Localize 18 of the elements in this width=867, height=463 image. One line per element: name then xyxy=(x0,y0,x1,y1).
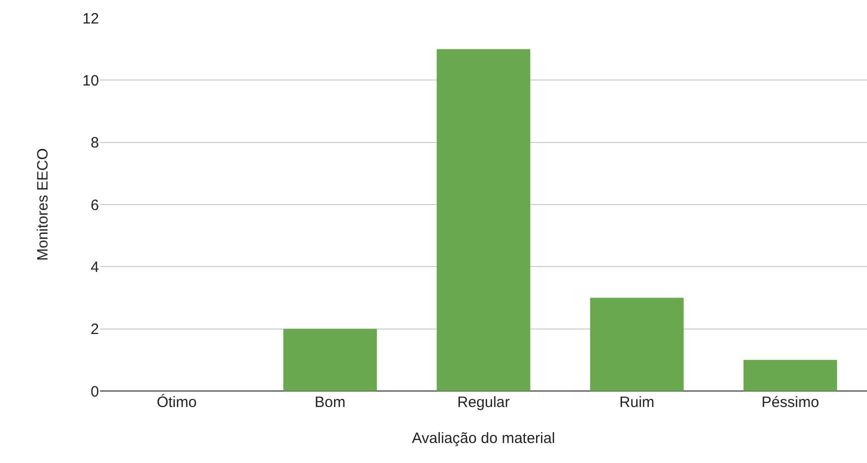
y-axis-title: Monitores EECO xyxy=(34,148,52,261)
x-axis-title: Avaliação do material xyxy=(412,430,556,447)
x-tick-label: Ótimo xyxy=(156,393,197,411)
bar xyxy=(436,49,530,391)
y-tick-label: 2 xyxy=(90,321,99,338)
y-tick-label: 0 xyxy=(90,383,99,400)
y-tick-label: 8 xyxy=(90,134,99,152)
y-tick-label: 12 xyxy=(82,10,99,28)
x-tick-label: Bom xyxy=(314,394,346,411)
bar xyxy=(744,360,838,391)
bar xyxy=(590,298,684,391)
x-tick-label: Regular xyxy=(457,394,510,411)
y-tick-label: 4 xyxy=(90,258,99,276)
bar xyxy=(283,328,377,391)
y-tick-label: 10 xyxy=(82,72,99,90)
x-tick-label: Ruim xyxy=(619,394,654,411)
y-tick-label: 6 xyxy=(90,196,99,214)
x-tick-label: Péssimo xyxy=(762,394,820,411)
